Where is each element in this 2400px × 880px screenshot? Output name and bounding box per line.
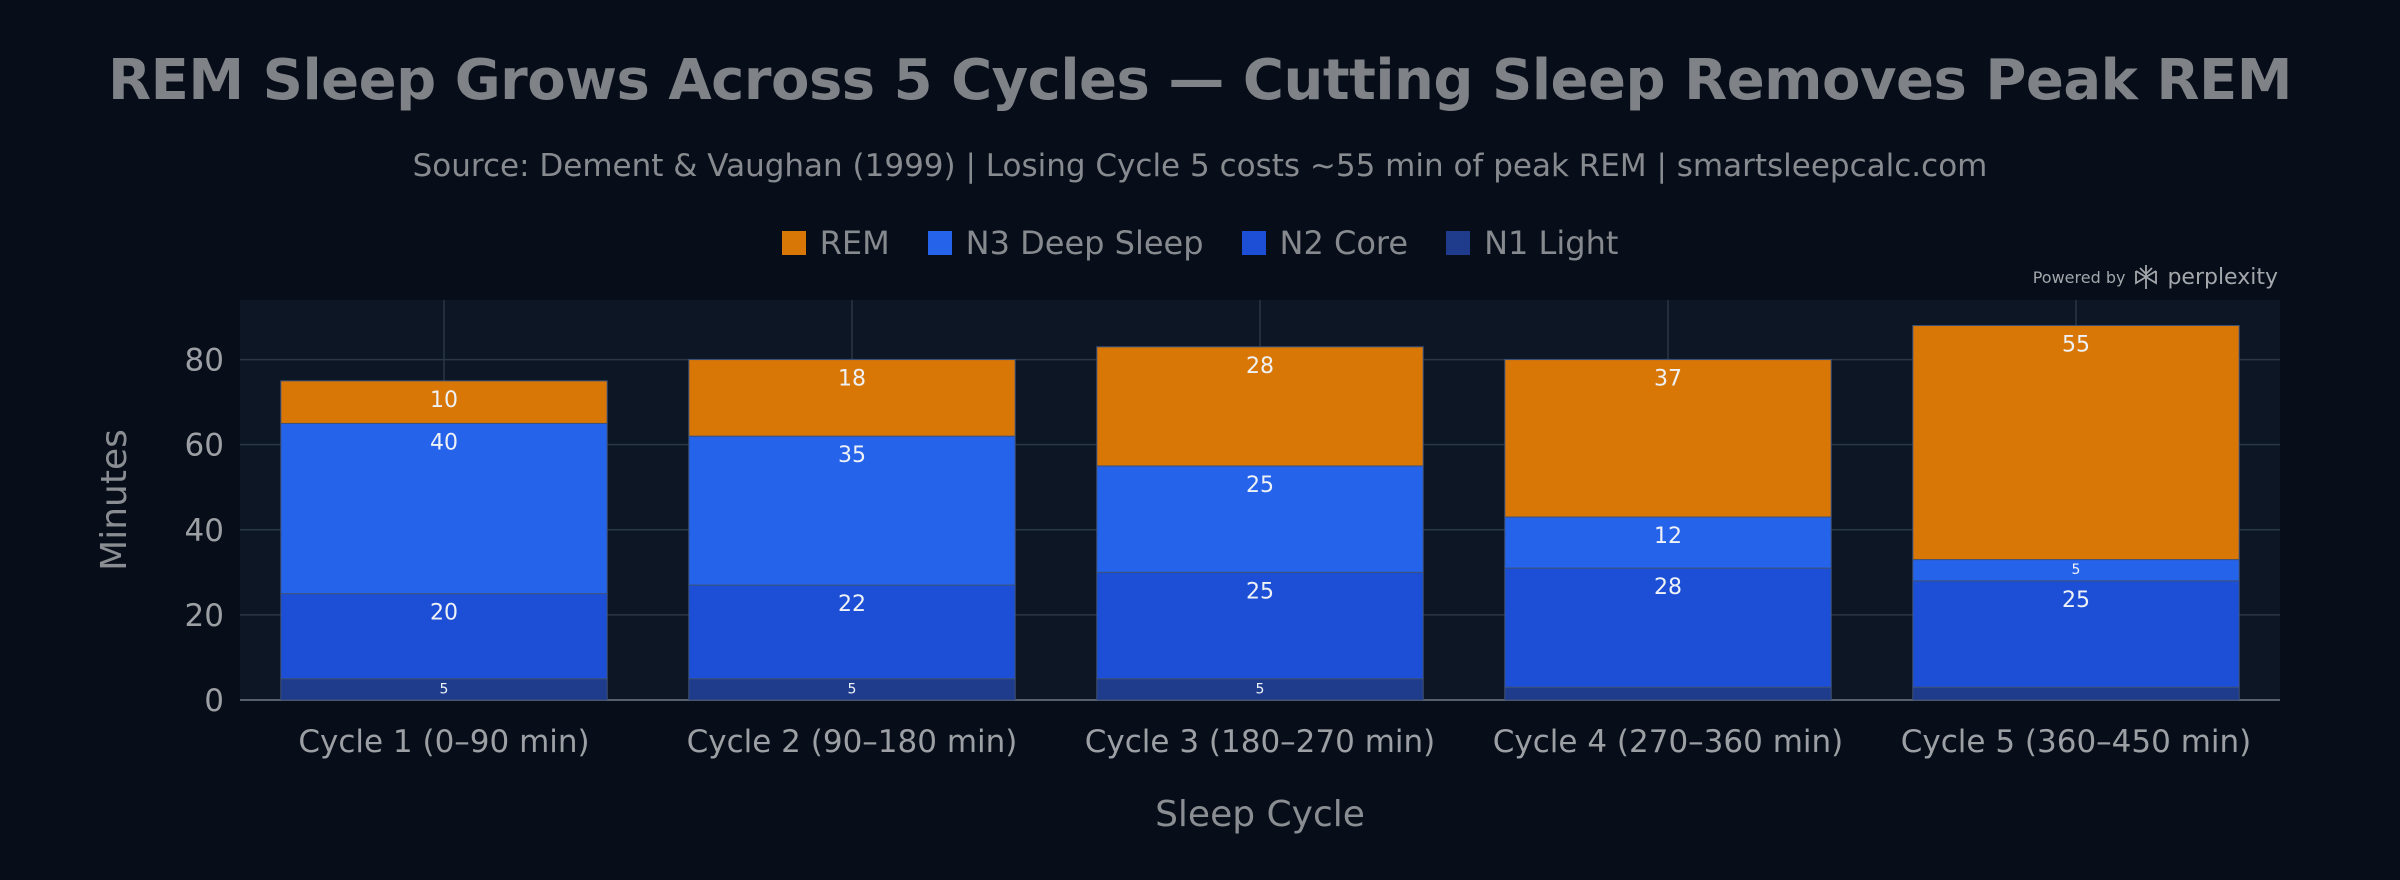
bar-data-label: 20 xyxy=(430,601,458,626)
x-tick-label: Cycle 1 (0–90 min) xyxy=(298,724,589,760)
bar-data-label: 5 xyxy=(2072,562,2081,578)
bar-data-label: 5 xyxy=(848,681,857,697)
bar-segment xyxy=(1912,325,2240,561)
bar-segment xyxy=(280,380,608,424)
bar-segment xyxy=(1096,571,1424,680)
legend-label-n2: N2 Core xyxy=(1279,224,1409,262)
y-tick-label: 0 xyxy=(204,683,224,719)
bar-data-label: 18 xyxy=(838,367,866,392)
legend-label-rem: REM xyxy=(819,224,890,262)
legend-item-n2[interactable]: N2 Core xyxy=(1241,224,1409,262)
bar-segment xyxy=(280,593,608,680)
y-tick-label: 40 xyxy=(185,513,224,549)
bar-data-label: 12 xyxy=(1654,524,1682,549)
bar-data-label: 25 xyxy=(1246,473,1274,498)
legend-item-n3[interactable]: N3 Deep Sleep xyxy=(927,224,1204,262)
legend-item-n1[interactable]: N1 Light xyxy=(1446,224,1618,262)
chart-subtitle: Source: Dement & Vaughan (1999) | Losing… xyxy=(412,148,1988,184)
y-axis-title: Minutes xyxy=(94,429,135,571)
bar-data-label: 55 xyxy=(2062,333,2090,358)
legend-swatch-n2 xyxy=(1241,231,1266,255)
bar-segment xyxy=(1504,516,1832,569)
bar-data-label: 37 xyxy=(1654,367,1682,392)
chart-title: REM Sleep Grows Across 5 Cycles — Cuttin… xyxy=(108,48,2292,113)
legend-label-n3: N3 Deep Sleep xyxy=(965,224,1204,262)
legend-label-n1: N1 Light xyxy=(1484,224,1619,262)
legend: REM N3 Deep Sleep N2 Core N1 Light xyxy=(0,224,2400,262)
bar-segment xyxy=(1096,346,1424,467)
brand-name: perplexity xyxy=(2167,264,2278,290)
bar-segment xyxy=(688,435,1016,586)
y-tick-label: 60 xyxy=(185,428,224,464)
brand-prefix: Powered by xyxy=(2032,267,2126,287)
legend-swatch-n3 xyxy=(927,231,952,255)
bar-segment xyxy=(280,422,608,595)
x-tick-label: Cycle 3 (180–270 min) xyxy=(1085,724,1436,760)
bar-data-label: 5 xyxy=(1256,681,1265,697)
bar-data-label: 22 xyxy=(838,592,866,617)
bar-segment xyxy=(1504,686,1832,701)
bar-data-label: 25 xyxy=(2062,588,2090,613)
x-axis-title: Sleep Cycle xyxy=(1155,794,1365,835)
x-tick-label: Cycle 4 (270–360 min) xyxy=(1493,724,1844,760)
bar-data-label: 25 xyxy=(1246,579,1274,604)
legend-item-rem[interactable]: REM xyxy=(781,224,890,262)
legend-swatch-n1 xyxy=(1446,231,1471,255)
y-tick-label: 20 xyxy=(185,598,224,634)
bar-segment xyxy=(688,359,1016,437)
y-tick-label: 80 xyxy=(185,343,224,379)
bar-data-label: 28 xyxy=(1654,575,1682,600)
bar-data-label: 28 xyxy=(1246,354,1274,379)
x-tick-label: Cycle 2 (90–180 min) xyxy=(687,724,1018,760)
perplexity-logo-icon xyxy=(2135,265,2158,289)
x-tick-label: Cycle 5 (360–450 min) xyxy=(1901,724,2252,760)
bar-segment xyxy=(1504,359,1832,518)
bar-data-label: 10 xyxy=(430,388,458,413)
bar-data-label: 5 xyxy=(440,681,449,697)
bar-segment xyxy=(1912,580,2240,688)
bar-data-label: 40 xyxy=(430,430,458,455)
bar-data-label: 35 xyxy=(838,443,866,468)
legend-swatch-rem xyxy=(781,231,806,255)
bar-segment xyxy=(1912,686,2240,701)
powered-by-badge: Powered by perplexity xyxy=(2033,264,2278,290)
bar-segment xyxy=(1504,567,1832,688)
